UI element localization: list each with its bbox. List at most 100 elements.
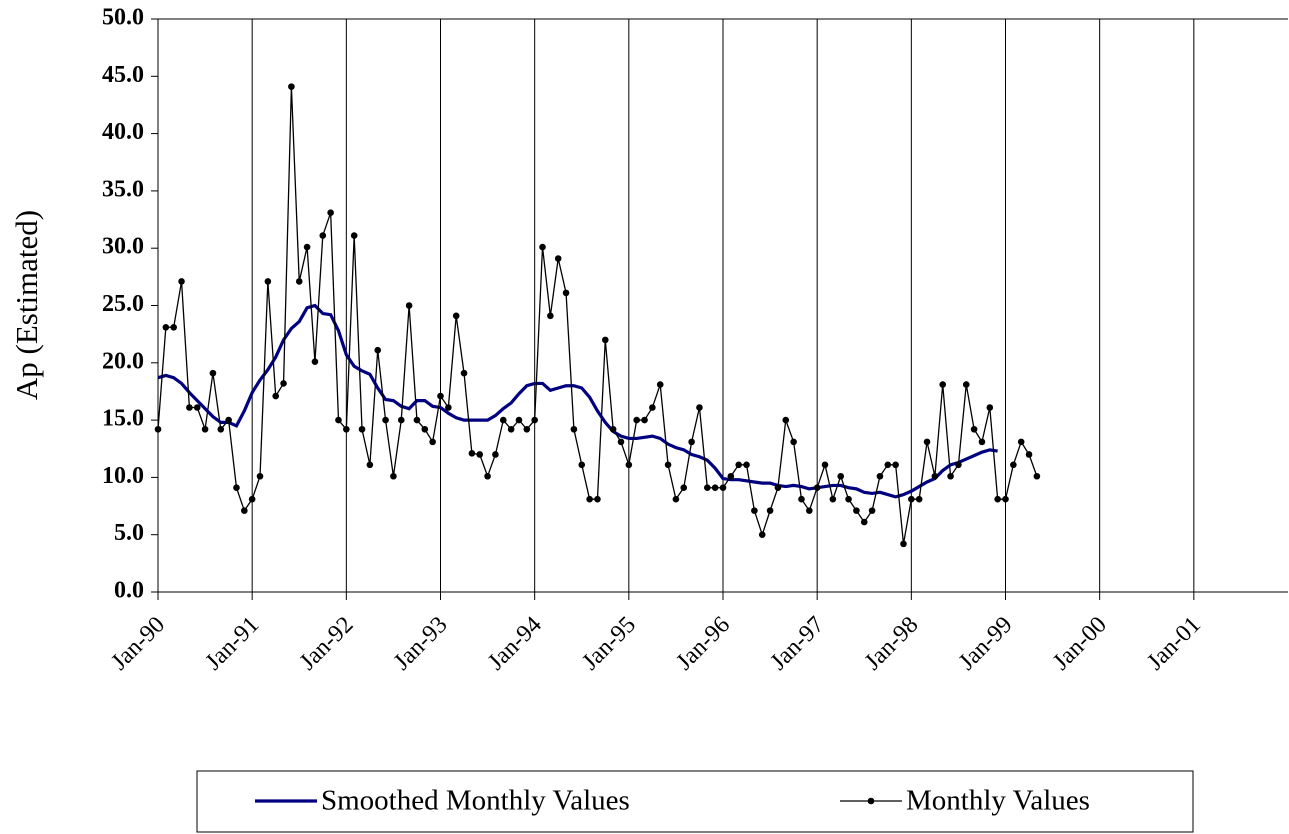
- data-point: [382, 416, 389, 424]
- data-point: [766, 507, 774, 514]
- data-point: [311, 358, 319, 365]
- data-point: [743, 461, 750, 469]
- x-tick-label: Jan-99: [954, 612, 1018, 676]
- data-point: [437, 392, 444, 400]
- data-point: [492, 451, 499, 458]
- data-point: [860, 518, 868, 526]
- data-point: [256, 472, 264, 480]
- legend-label: Monthly Values: [906, 785, 1090, 817]
- data-point: [554, 255, 562, 262]
- y-tick-label: 25.0: [102, 291, 144, 317]
- y-axis-title: Ap (Estimated): [9, 210, 44, 400]
- data-point: [343, 425, 350, 433]
- data-point: [335, 416, 342, 424]
- data-point: [986, 404, 994, 411]
- y-tick-label: 30.0: [102, 234, 144, 260]
- data-point: [680, 484, 688, 492]
- data-point: [484, 472, 491, 480]
- data-point: [264, 278, 272, 285]
- data-point: [476, 451, 484, 458]
- data-point: [633, 416, 640, 424]
- data-point: [931, 472, 939, 480]
- data-point: [225, 416, 232, 424]
- y-tick-label: 15.0: [102, 406, 144, 432]
- data-point: [578, 461, 586, 469]
- data-point: [397, 416, 405, 424]
- data-point: [272, 392, 280, 400]
- data-point: [915, 495, 923, 503]
- data-point: [429, 438, 436, 446]
- data-point: [719, 484, 727, 492]
- series-line: [157, 86, 1038, 544]
- data-point: [853, 507, 860, 514]
- data-point: [405, 302, 413, 309]
- data-point: [947, 472, 954, 480]
- x-tick-label: Jan-92: [295, 612, 359, 676]
- data-point: [201, 425, 209, 433]
- data-point: [727, 472, 735, 480]
- data-point: [939, 381, 947, 388]
- data-point: [209, 369, 217, 377]
- x-tick-label: Jan-97: [766, 612, 830, 676]
- data-point: [751, 507, 758, 514]
- data-point: [758, 531, 766, 538]
- data-point: [908, 495, 915, 503]
- y-tick-label: 0.0: [114, 578, 144, 604]
- data-point: [460, 369, 468, 377]
- data-point: [499, 416, 507, 424]
- series-line: [157, 303, 998, 499]
- data-point: [421, 425, 429, 433]
- data-point: [900, 540, 907, 548]
- legend-marker: [867, 797, 875, 805]
- data-point: [837, 472, 845, 480]
- data-point: [170, 323, 177, 331]
- data-point: [468, 450, 476, 457]
- data-point: [1010, 461, 1017, 469]
- data-point: [617, 438, 625, 446]
- data-point: [280, 380, 287, 387]
- data-point: [601, 336, 609, 344]
- data-point: [445, 404, 452, 411]
- data-point: [978, 438, 986, 446]
- data-point: [154, 425, 162, 433]
- x-tick-label: Jan-90: [107, 612, 171, 676]
- data-point: [390, 472, 397, 480]
- data-point: [162, 323, 170, 331]
- y-tick-label: 50.0: [102, 5, 144, 31]
- data-point: [813, 484, 821, 492]
- y-tick-label: 40.0: [102, 119, 144, 145]
- data-point: [570, 425, 578, 433]
- data-point: [892, 461, 899, 469]
- x-tick-label: Jan-96: [672, 612, 736, 676]
- data-point: [868, 507, 876, 514]
- data-point: [649, 404, 656, 411]
- data-point: [358, 425, 366, 433]
- data-point: [625, 461, 633, 469]
- y-tick-label: 5.0: [114, 520, 144, 546]
- data-point: [970, 425, 978, 433]
- data-point: [1025, 451, 1033, 458]
- data-point: [782, 416, 790, 424]
- data-point: [641, 416, 648, 424]
- data-point: [586, 495, 593, 503]
- data-point: [366, 461, 374, 469]
- data-point: [186, 404, 193, 411]
- data-point: [955, 461, 962, 469]
- x-tick-label: Jan-91: [201, 612, 265, 676]
- data-point: [704, 484, 711, 492]
- data-point: [241, 507, 248, 514]
- data-point: [303, 243, 311, 251]
- y-tick-label: 20.0: [102, 348, 144, 374]
- data-point: [656, 381, 664, 388]
- data-point: [845, 495, 852, 503]
- legend-box: [196, 770, 1194, 833]
- data-point: [233, 484, 240, 492]
- x-tick-label: Jan-93: [389, 612, 453, 676]
- x-tick-label: Jan-95: [577, 612, 641, 676]
- x-tick-label: Jan-98: [860, 612, 924, 676]
- data-point: [1002, 495, 1009, 503]
- data-point: [374, 346, 382, 354]
- data-point: [1017, 438, 1025, 446]
- y-tick-label: 45.0: [102, 62, 144, 88]
